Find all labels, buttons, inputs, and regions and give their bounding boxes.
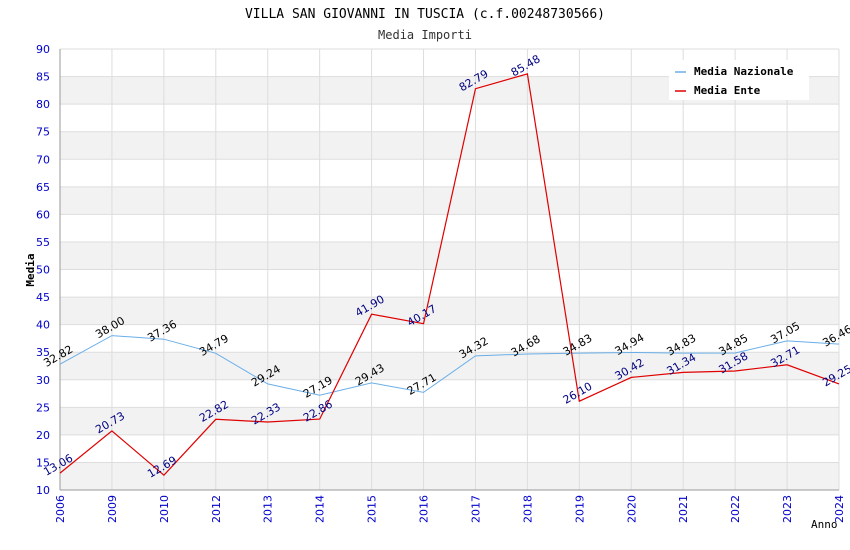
- y-tick-label: 30: [36, 374, 50, 387]
- y-tick-label: 25: [36, 401, 50, 414]
- legend-label-media-nazionale: Media Nazionale: [694, 65, 794, 78]
- x-tick-label: 2016: [418, 495, 431, 523]
- y-tick-label: 15: [36, 456, 50, 469]
- grid-band: [60, 297, 839, 325]
- grid-band: [60, 241, 839, 270]
- chart-subtitle: Media Importi: [378, 28, 472, 42]
- x-tick-label: 2020: [625, 495, 638, 523]
- x-tick-label: 2010: [158, 495, 171, 523]
- grid-band: [60, 131, 839, 160]
- y-axis-label: Media: [24, 253, 37, 286]
- chart-title: VILLA SAN GIOVANNI IN TUSCIA (c.f.002487…: [245, 7, 605, 22]
- y-tick-label: 45: [36, 291, 50, 304]
- grid-bands: [60, 76, 839, 490]
- x-tick-label: 2014: [314, 495, 327, 523]
- x-tick-label: 2012: [210, 495, 223, 523]
- legend-label-media-ente: Media Ente: [694, 84, 761, 97]
- grid-band: [60, 186, 839, 215]
- y-tick-labels: 10 15 20 25 30 35 40 45 50 55 60 65 70 75 80 85 90: [36, 43, 50, 497]
- y-tick-label: 35: [36, 346, 50, 359]
- y-tick-label: 50: [36, 264, 50, 277]
- y-tick-label: 70: [36, 153, 50, 166]
- axes: [59, 49, 839, 491]
- x-tick-label: 2021: [677, 495, 690, 523]
- x-axis-label: Anno: [811, 518, 838, 531]
- x-tick-label: 2013: [262, 495, 275, 523]
- series-lines: [59, 73, 840, 477]
- x-tick-labels: 2006 2009 2010 2012 2013 2014 2015 2016 2017 2018…: [54, 495, 846, 523]
- y-tick-label: 40: [36, 319, 50, 332]
- grid-band: [60, 407, 839, 435]
- x-tick-label: 2024: [833, 495, 846, 523]
- y-tick-label: 85: [36, 71, 50, 84]
- legend-box: [669, 60, 809, 100]
- legend: Media Nazionale Media Ente: [669, 60, 809, 100]
- y-tick-label: 20: [36, 429, 50, 442]
- y-tick-label: 65: [36, 181, 50, 194]
- series-line-media-nazionale: [59, 335, 840, 396]
- x-tick-label: 2015: [366, 495, 379, 523]
- x-tick-label: 2009: [106, 495, 119, 523]
- x-tick-label: 2017: [469, 495, 482, 523]
- x-tick-label: 2006: [54, 495, 67, 523]
- series-line-media-ente: [59, 73, 840, 477]
- x-tick-label: 2023: [781, 495, 794, 523]
- y-tick-label: 80: [36, 98, 50, 111]
- y-tick-label: 55: [36, 236, 50, 249]
- y-tick-label: 75: [36, 126, 50, 139]
- grid-band: [60, 352, 839, 380]
- y-tick-label: 10: [36, 484, 50, 497]
- x-tick-label: 2019: [573, 495, 586, 523]
- y-tick-label: 90: [36, 43, 50, 56]
- y-tick-label: 60: [36, 208, 50, 221]
- x-tick-label: 2018: [521, 495, 534, 523]
- grid-band: [60, 462, 839, 490]
- x-tick-label: 2022: [729, 495, 742, 523]
